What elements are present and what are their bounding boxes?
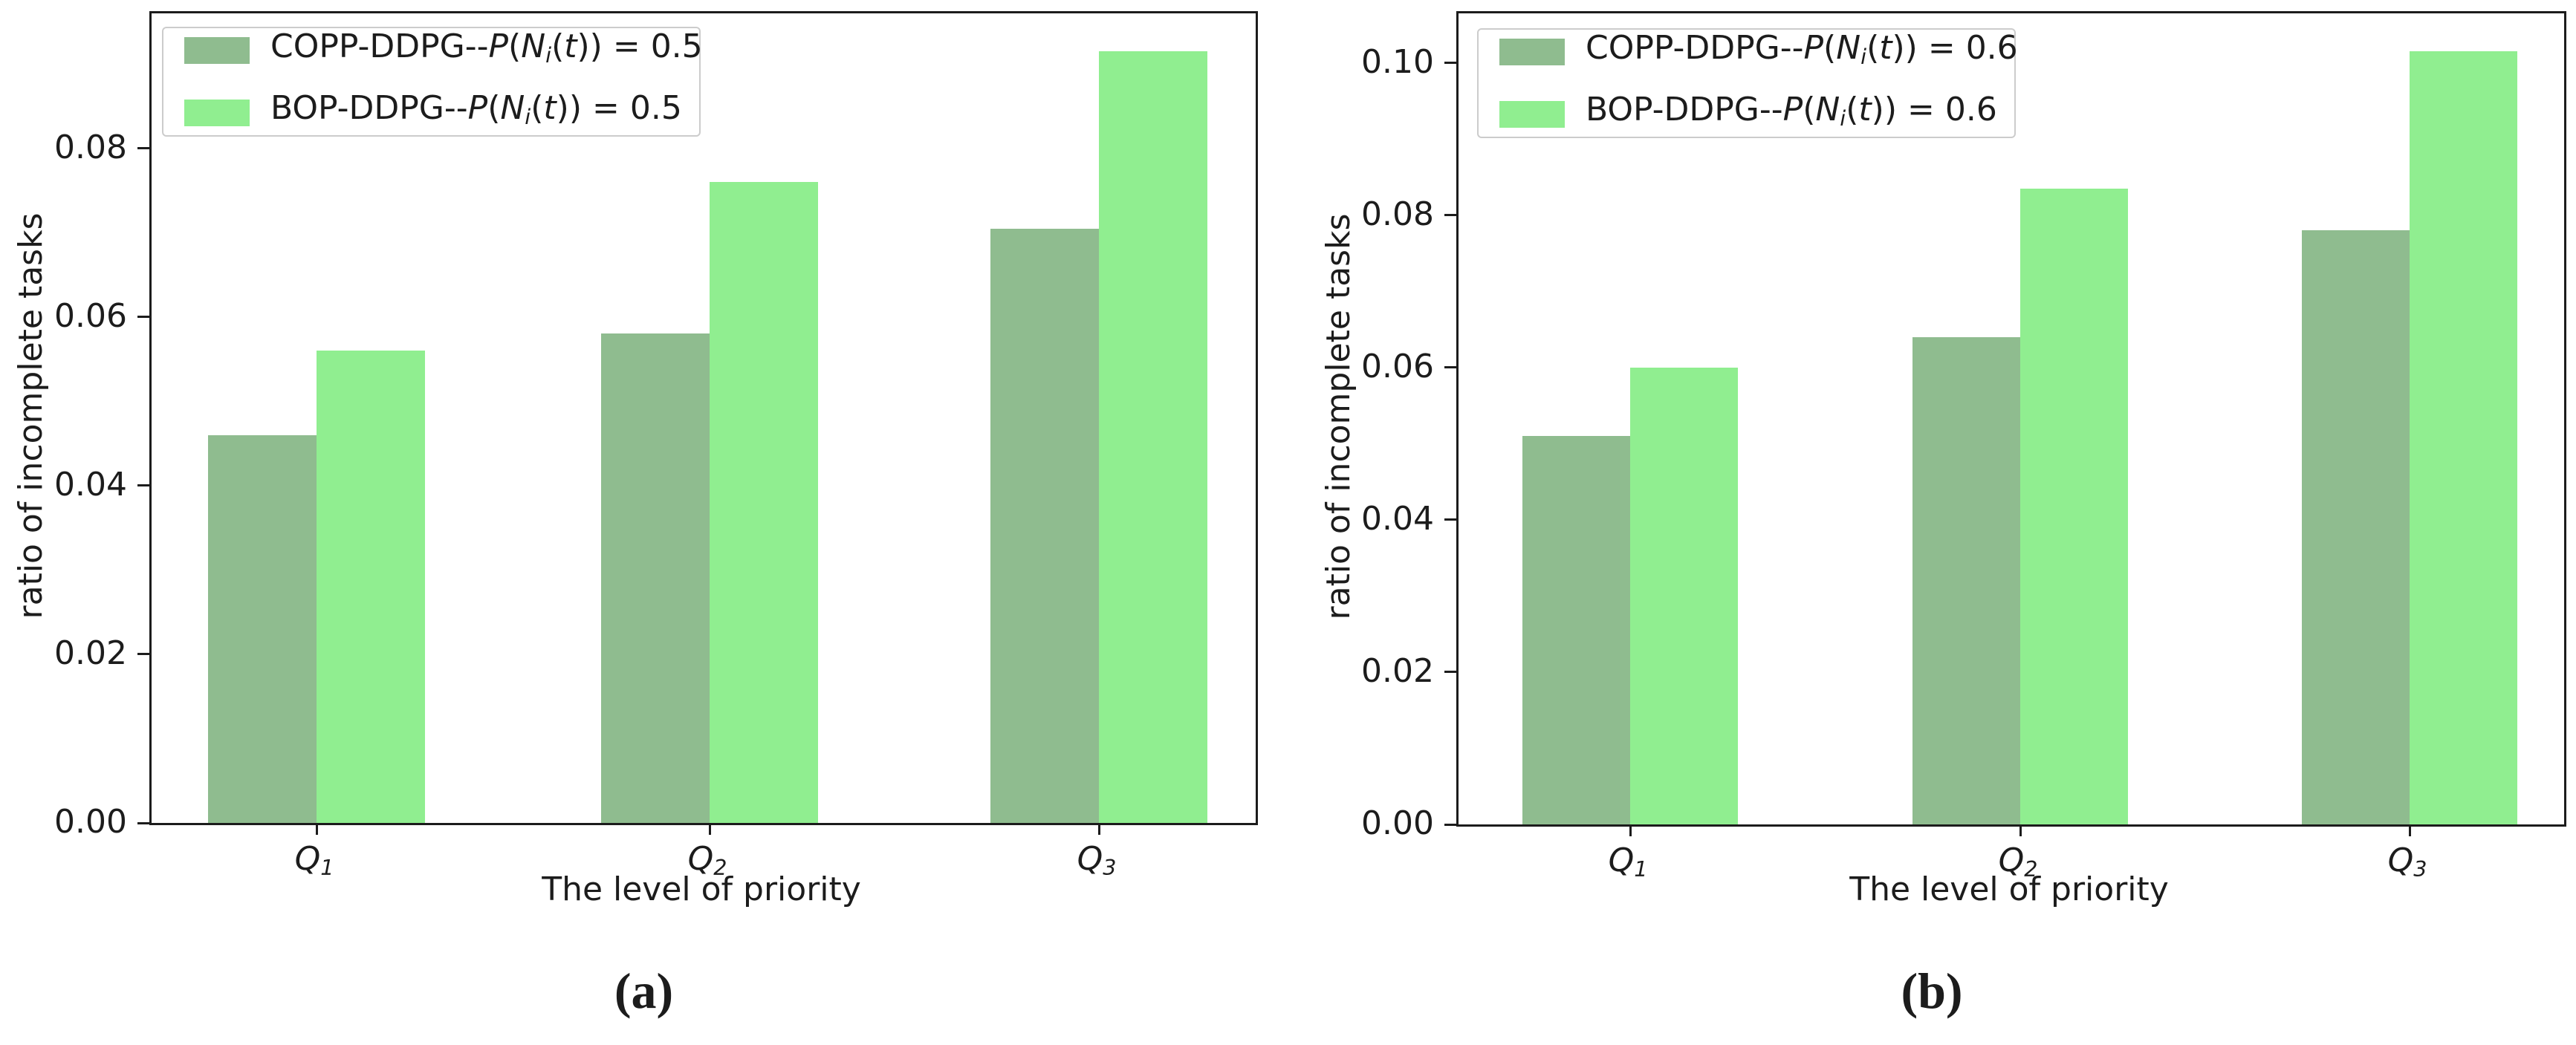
legend-row-copp: COPP-DDPG--P(Ni(t)) = 0.6 <box>1499 30 2018 74</box>
bar-bop-q3 <box>1099 51 1207 823</box>
legend-a: COPP-DDPG--P(Ni(t)) = 0.5 BOP-DDPG--P(Ni(… <box>162 27 703 137</box>
plot-area-b: COPP-DDPG--P(Ni(t)) = 0.6 BOP-DDPG--P(Ni(… <box>1444 11 2566 836</box>
legend-label: BOP-DDPG--P(Ni(t)) = 0.6 <box>1586 91 1997 131</box>
y-tick-label: 0.08 <box>54 128 127 166</box>
y-tick-mark <box>1444 823 1456 826</box>
y-axis-label-b: ratio of incomplete tasks <box>1320 213 1357 620</box>
y-tick-mark <box>137 653 149 656</box>
y-tick-label: 0.08 <box>1361 195 1434 233</box>
y-tick-mark <box>1444 671 1456 674</box>
legend-swatch-copp <box>184 37 250 65</box>
x-tick-label-q2: Q2 <box>1998 841 2038 882</box>
bar-copp-q2 <box>601 333 710 823</box>
legend-label: BOP-DDPG--P(Ni(t)) = 0.5 <box>270 89 682 130</box>
bar-copp-q1 <box>1522 436 1630 824</box>
plot-area-a: COPP-DDPG--P(Ni(t)) = 0.5 BOP-DDPG--P(Ni(… <box>137 11 1258 835</box>
bar-copp-q3 <box>990 228 1099 823</box>
bar-copp-q1 <box>208 434 317 823</box>
x-tick-label-q2: Q2 <box>687 840 727 881</box>
y-tick-label: 0.06 <box>1361 347 1434 385</box>
bar-bop-q2 <box>2020 188 2128 824</box>
y-tick-mark <box>137 316 149 319</box>
x-tick-label-q3: Q3 <box>2387 841 2427 882</box>
bar-copp-q2 <box>1912 336 2020 824</box>
legend-b: COPP-DDPG--P(Ni(t)) = 0.6 BOP-DDPG--P(Ni(… <box>1477 28 2018 138</box>
y-tick-mark <box>1444 366 1456 369</box>
x-tick-label-q1: Q1 <box>1608 841 1648 882</box>
caption-b: (b) <box>1901 963 1963 1019</box>
bar-bop-q2 <box>710 182 818 823</box>
y-tick-label: 0.02 <box>1361 651 1434 690</box>
y-tick-label: 0.00 <box>1361 804 1434 842</box>
y-tick-label: 0.04 <box>54 465 127 504</box>
x-tick-label-q3: Q3 <box>1077 840 1117 881</box>
legend-swatch-bop <box>184 99 250 126</box>
x-tick-label-q1: Q1 <box>294 840 334 881</box>
legend-row-copp: COPP-DDPG--P(Ni(t)) = 0.5 <box>184 28 703 73</box>
caption-a: (a) <box>614 963 674 1019</box>
x-axis-label-a: The level of priority <box>542 870 861 908</box>
y-tick-mark <box>137 484 149 487</box>
x-axis-label-b: The level of priority <box>1849 870 2169 908</box>
x-tick-mark <box>1097 823 1100 835</box>
legend-label: COPP-DDPG--P(Ni(t)) = 0.5 <box>270 27 703 68</box>
bar-bop-q1 <box>1630 367 1738 824</box>
legend-row-bop: BOP-DDPG--P(Ni(t)) = 0.5 <box>184 90 682 134</box>
legend-row-bop: BOP-DDPG--P(Ni(t)) = 0.6 <box>1499 91 1997 136</box>
x-tick-mark <box>708 823 711 835</box>
x-tick-mark <box>2019 824 2022 836</box>
y-tick-mark <box>1444 214 1456 217</box>
y-tick-label: 0.02 <box>54 634 127 672</box>
y-tick-label: 0.00 <box>54 803 127 841</box>
x-tick-mark <box>2408 824 2411 836</box>
legend-swatch-bop <box>1499 100 1565 128</box>
y-tick-label: 0.06 <box>54 296 127 335</box>
y-tick-mark <box>1444 62 1456 65</box>
y-tick-mark <box>137 821 149 824</box>
y-tick-mark <box>137 147 149 150</box>
y-tick-mark <box>1444 518 1456 521</box>
bar-bop-q1 <box>317 351 425 823</box>
y-tick-label: 0.10 <box>1361 42 1434 81</box>
x-tick-mark <box>315 823 318 835</box>
bar-bop-q3 <box>2410 51 2517 824</box>
x-tick-mark <box>1629 824 1632 836</box>
y-tick-label: 0.04 <box>1361 499 1434 538</box>
bar-copp-q3 <box>2302 230 2410 824</box>
legend-swatch-copp <box>1499 39 1565 66</box>
y-axis-label-a: ratio of incomplete tasks <box>12 212 50 619</box>
legend-label: COPP-DDPG--P(Ni(t)) = 0.6 <box>1586 28 2018 69</box>
